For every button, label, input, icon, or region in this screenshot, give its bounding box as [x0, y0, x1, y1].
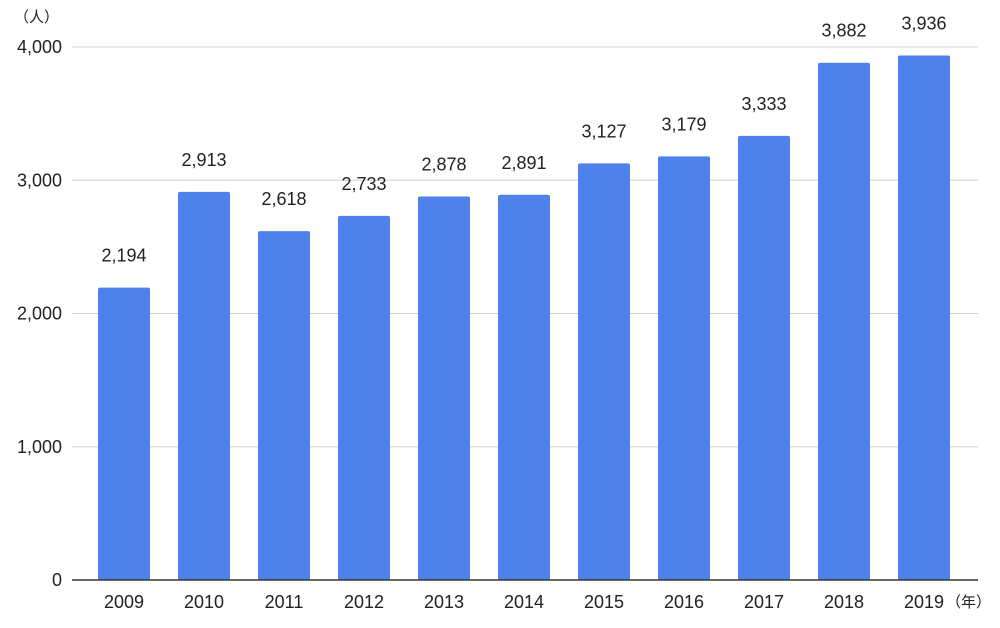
bars	[98, 55, 950, 581]
data-label: 3,179	[661, 114, 706, 134]
y-axis-ticks: 0 1,000 2,000 3,000 4,000	[17, 37, 62, 590]
bar	[178, 191, 230, 580]
bar	[818, 62, 870, 580]
data-label: 2,878	[421, 155, 466, 175]
x-tick-label: 2011	[265, 592, 304, 612]
bar	[258, 231, 310, 581]
data-labels: 2,194 2,913 2,618 2,733 2,878 2,891 3,127 3,179…	[101, 14, 946, 266]
y-tick-label: 3,000	[17, 170, 62, 190]
x-axis-ticks: 2009 2010 2011 2012 2013 2014 2015 2016 2017 2018…	[104, 592, 944, 612]
bar	[338, 215, 390, 580]
data-label: 2,733	[341, 174, 386, 194]
x-tick-label: 2019	[904, 592, 944, 612]
x-tick-label: 2009	[104, 592, 144, 612]
data-label: 3,882	[821, 21, 866, 41]
x-tick-label: 2017	[744, 592, 784, 612]
x-tick-label: 2014	[504, 592, 544, 612]
x-tick-label: 2012	[344, 592, 384, 612]
y-tick-label: 1,000	[17, 437, 62, 457]
y-tick-label: 4,000	[17, 37, 62, 57]
x-tick-label: 2018	[824, 592, 864, 612]
data-label: 3,127	[581, 121, 626, 141]
x-tick-label: 2013	[424, 592, 464, 612]
x-tick-label: 2015	[584, 592, 624, 612]
x-tick-label: 2010	[184, 592, 224, 612]
data-label: 2,913	[181, 150, 226, 170]
y-tick-label: 2,000	[17, 304, 62, 324]
data-label: 2,891	[501, 153, 546, 173]
data-label: 3,936	[901, 14, 946, 34]
bar	[658, 156, 710, 580]
bar	[738, 135, 790, 580]
y-axis-unit-label: （人）	[14, 8, 59, 26]
x-tick-label: 2016	[664, 592, 704, 612]
bar	[98, 287, 150, 580]
y-tick-label: 0	[52, 570, 62, 590]
bar	[898, 55, 950, 580]
data-label: 3,333	[741, 94, 786, 114]
bar	[418, 196, 470, 580]
data-label: 2,194	[101, 246, 146, 266]
x-axis-unit-label: （年）	[946, 593, 991, 611]
data-label: 2,618	[261, 189, 306, 209]
bar	[498, 194, 550, 581]
bar	[578, 163, 630, 580]
